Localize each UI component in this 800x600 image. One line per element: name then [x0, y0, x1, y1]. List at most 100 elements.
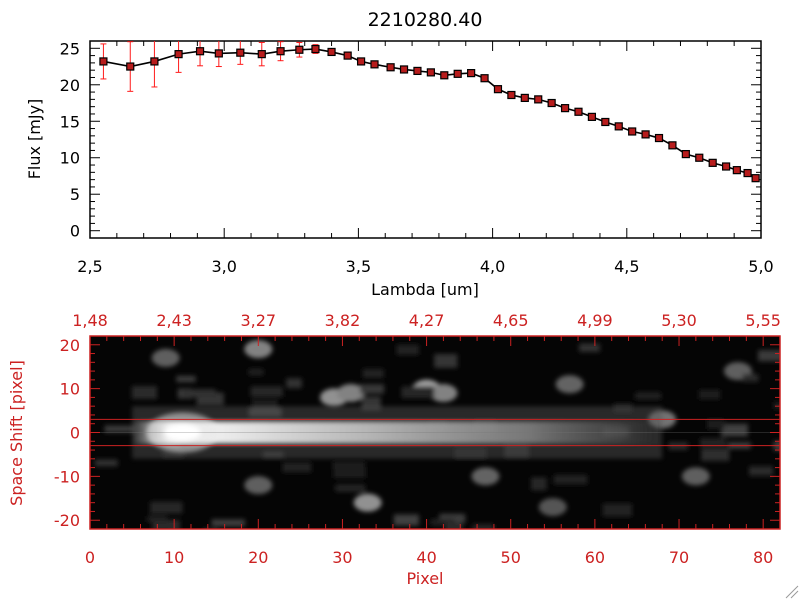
spectrum-x-tick-label: 5,0 — [748, 257, 773, 276]
image-noise — [749, 466, 773, 476]
image-noise — [701, 448, 730, 462]
spectrum-x-tick-label: 3,0 — [211, 257, 236, 276]
image-noise — [252, 399, 278, 410]
image-noise — [401, 386, 435, 399]
image-noise — [152, 519, 180, 529]
image-noise — [362, 368, 384, 379]
spectrum-y-ticks — [90, 47, 761, 232]
flux-point — [654, 133, 664, 143]
flux-point — [534, 95, 543, 104]
image-y-tick-label: 20 — [60, 336, 80, 355]
image-feature — [471, 467, 500, 486]
flux-series — [99, 41, 760, 183]
flux-point — [560, 104, 570, 113]
image-noise — [286, 378, 302, 389]
image-x-tick-label: 10 — [164, 548, 184, 567]
image-feature — [336, 384, 365, 403]
image-y-tick-label: -10 — [54, 467, 80, 486]
spectrum-x-tick-label: 4,5 — [614, 257, 639, 276]
image-x-ticks — [89, 336, 764, 529]
flux-point — [453, 69, 462, 78]
flux-point — [327, 47, 336, 57]
flux-point — [370, 60, 379, 69]
flux-point — [708, 158, 717, 167]
spectrum-y-tick-labels: 0 5 10 15 20 25 — [60, 39, 80, 240]
image-noise — [282, 462, 312, 473]
image-noise — [150, 501, 183, 514]
image-y-ticks — [90, 335, 780, 530]
flux-point — [413, 66, 422, 76]
image-noise — [335, 484, 366, 492]
image-feature — [151, 348, 180, 367]
image-y-tick-label: 10 — [60, 380, 80, 399]
image-noise — [531, 477, 547, 491]
flux-point — [587, 112, 597, 121]
image-top-wavelength-labels: 1,48 2,43 3,27 3,82 4,27 4,65 4,99 5,30 5,55 — [72, 311, 781, 330]
flux-point — [343, 51, 352, 60]
image-feature — [681, 467, 710, 486]
spectrum-x-axis-label: Lambda [um] — [371, 280, 479, 299]
flux-point — [99, 57, 108, 66]
chart-title: 2210280.40 — [368, 9, 483, 31]
image-x-tick-label: 50 — [501, 548, 521, 567]
flux-point — [174, 50, 183, 59]
flux-point — [732, 166, 741, 175]
image-top-wavelength-label: 5,55 — [745, 311, 781, 330]
spectrum-y-axis-label: Flux [mJy] — [25, 99, 44, 180]
spectrum-x-tick-label: 3,5 — [346, 257, 371, 276]
spectrum-image-panel: 0 10 20 30 40 50 60 70 80 -20 -10 0 10 20 1,48 2,43 3,… — [7, 311, 781, 588]
image-x-tick-label: 20 — [248, 548, 268, 567]
image-noise — [182, 389, 216, 398]
image-noise — [176, 375, 196, 383]
image-y-axis-label: Space Shift [pixel] — [7, 360, 26, 506]
image-noise — [553, 474, 588, 485]
flux-point — [681, 149, 690, 159]
image-noise — [706, 419, 725, 430]
flux-point — [236, 48, 245, 57]
image-noise — [360, 384, 385, 394]
flux-point — [257, 50, 266, 59]
flux-point — [601, 117, 610, 127]
spectrum-y-tick-label: 0 — [70, 222, 80, 241]
image-noise — [396, 344, 419, 355]
spectrum-chart: 2210280.40 2,5 3,0 3,5 4,0 4,5 5,0 0 5 10 15 20 25… — [25, 9, 774, 299]
spectrum-plot-frame — [89, 40, 762, 239]
flux-point — [440, 71, 449, 80]
image-x-tick-label: 0 — [85, 548, 95, 567]
flux-point — [668, 141, 677, 150]
spectrum-x-tick-label: 2,5 — [77, 257, 102, 276]
flux-point — [126, 62, 135, 71]
flux-point — [751, 174, 760, 183]
spectrum-y-tick-label: 25 — [60, 39, 80, 58]
image-x-tick-label: 70 — [669, 548, 689, 567]
flux-point — [311, 44, 320, 54]
image-top-wavelength-label: 4,99 — [577, 311, 613, 330]
image-noise — [248, 368, 264, 376]
image-feature — [429, 384, 458, 403]
flux-point — [507, 90, 516, 100]
image-y-tick-label: -20 — [54, 511, 80, 530]
image-noise — [104, 425, 136, 433]
image-feature — [353, 493, 382, 512]
image-content — [90, 340, 780, 529]
image-noise — [602, 503, 633, 517]
image-feature — [244, 476, 273, 495]
image-noise — [721, 423, 748, 437]
resize-grip-icon[interactable] — [785, 585, 799, 599]
image-x-tick-label: 40 — [416, 548, 436, 567]
image-x-tick-label: 30 — [332, 548, 352, 567]
image-x-axis-label: Pixel — [406, 569, 443, 588]
flux-point — [386, 63, 395, 72]
image-noise — [700, 438, 727, 448]
spectrum-y-tick-label: 20 — [60, 76, 80, 95]
image-noise — [444, 522, 463, 529]
image-x-tick-labels: 0 10 20 30 40 50 60 70 80 — [85, 548, 773, 567]
image-noise — [698, 389, 721, 400]
image-noise — [211, 519, 245, 527]
image-noise — [332, 461, 366, 470]
spectral-trace — [90, 406, 780, 459]
flux-point — [641, 130, 650, 139]
image-top-wavelength-label: 3,82 — [325, 311, 361, 330]
image-top-wavelength-label: 4,27 — [409, 311, 445, 330]
